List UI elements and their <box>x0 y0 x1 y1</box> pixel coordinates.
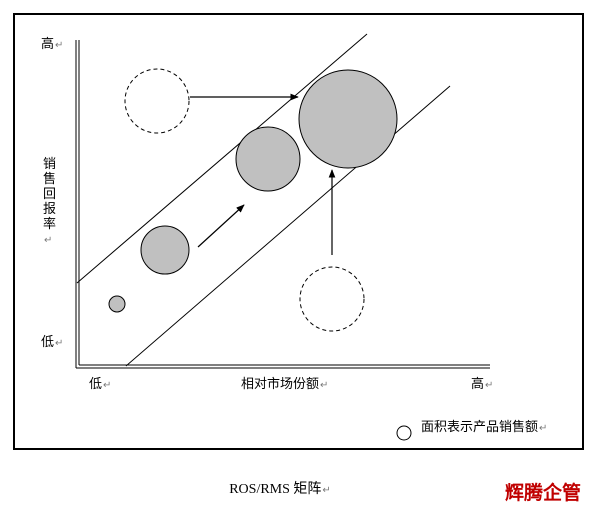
band-upper-line <box>76 33 368 284</box>
arrow-small-to-medium <box>197 204 245 248</box>
x-axis <box>76 364 490 369</box>
band-lower-line <box>125 85 451 367</box>
brand-watermark: 辉腾企管 <box>505 482 582 504</box>
x-axis-title: 相对市场份额↵ <box>241 377 329 392</box>
bubble-tiny <box>108 295 126 313</box>
bubble-medium <box>235 126 301 192</box>
legend-text: 面积表示产品销售额↵ <box>421 420 548 435</box>
x-high-label: 高↵ <box>471 377 494 392</box>
legend-circle <box>396 425 412 441</box>
x-low-label: 低↵ <box>89 377 112 392</box>
y-axis-title: 销售回报率↵ <box>43 157 57 246</box>
dashed-circle-bottom-right <box>299 266 365 332</box>
dashed-circle-top-left <box>124 68 190 134</box>
y-low-label: 低↵ <box>41 335 64 350</box>
bubble-small <box>140 225 190 275</box>
bubble-large <box>298 69 398 169</box>
diagram-caption: ROS/RMS 矩阵↵ <box>229 482 331 497</box>
y-axis <box>75 40 80 368</box>
matrix-frame <box>13 13 584 450</box>
y-high-label: 高↵ <box>41 37 64 52</box>
